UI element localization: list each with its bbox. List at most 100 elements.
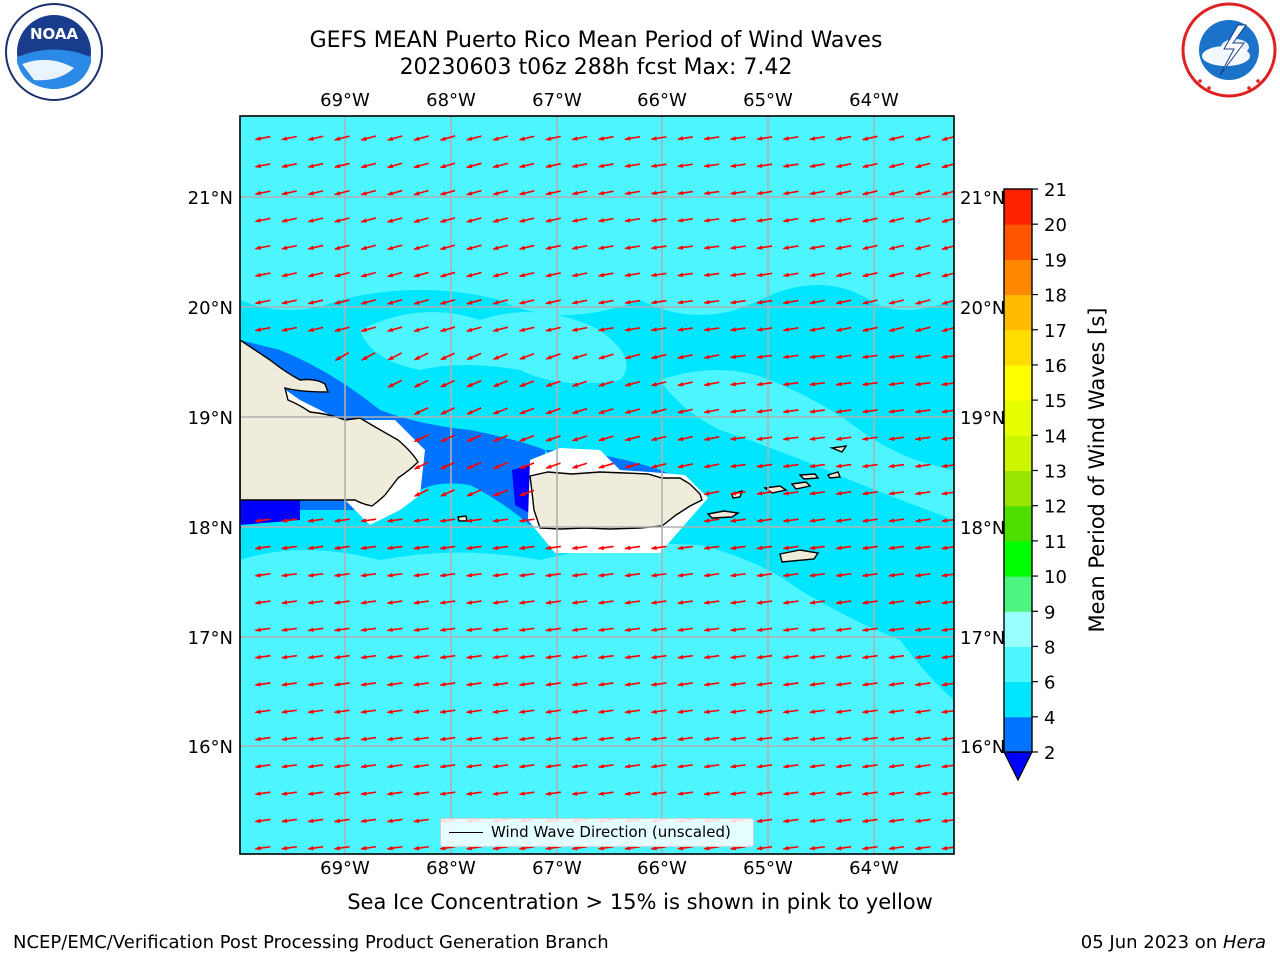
wave-arrow <box>782 436 799 441</box>
wave-arrow <box>254 791 271 796</box>
wave-arrow <box>650 408 667 414</box>
wave-arrow <box>888 545 905 551</box>
wave-arrow <box>360 709 377 714</box>
wave-arrow <box>360 572 377 578</box>
wave-arrow <box>782 627 799 632</box>
wave-arrow <box>518 736 535 742</box>
wave-arrow <box>808 845 825 851</box>
colorbar-tick-label: 12 <box>1044 497 1067 518</box>
wave-arrow <box>492 299 509 305</box>
wave-arrow <box>676 654 693 660</box>
wave-arrow <box>386 217 403 223</box>
wave-arrow <box>413 352 429 361</box>
wave-arrow <box>861 845 878 851</box>
wave-arrow <box>492 709 509 714</box>
wave-arrow <box>756 709 773 714</box>
wave-arrow <box>571 299 588 305</box>
wave-arrow <box>703 518 720 523</box>
wave-arrow <box>333 545 350 551</box>
wave-arrow <box>360 135 377 141</box>
colorbar-tick-label: 2 <box>1044 743 1055 764</box>
wave-arrow <box>439 545 456 551</box>
wave-arrow <box>808 736 825 742</box>
wave-arrow <box>281 244 297 250</box>
wave-arrow <box>624 299 641 305</box>
wave-arrow <box>492 764 509 769</box>
wave-arrow <box>624 627 641 632</box>
wave-arrow <box>835 545 852 551</box>
wave-arrow <box>597 791 614 796</box>
wave-arrow <box>466 135 482 141</box>
wave-arrow <box>597 245 614 250</box>
wave-arrow <box>412 736 429 742</box>
wave-arrow <box>597 600 614 605</box>
wave-arrow <box>413 271 429 278</box>
wave-arrow <box>412 600 429 605</box>
wave-arrow <box>624 572 641 578</box>
wave-arrow <box>808 463 825 469</box>
wave-arrow <box>360 627 377 632</box>
wave-arrow <box>650 791 667 796</box>
wave-arrow <box>756 545 773 551</box>
lon-label-top: 67°W <box>532 90 582 111</box>
lat-label-right: 20°N <box>960 298 1005 319</box>
wave-arrow <box>914 627 931 632</box>
wave-arrow <box>650 627 667 632</box>
wave-arrow <box>439 845 456 851</box>
wave-arrow <box>782 654 799 660</box>
wave-arrow <box>571 353 588 360</box>
wave-arrow <box>729 245 746 250</box>
wave-arrow <box>439 518 456 523</box>
wave-arrow <box>835 326 852 332</box>
wave-arrow <box>386 298 403 305</box>
wave-arrow <box>941 217 954 223</box>
wave-arrow <box>597 627 614 632</box>
wave-arrow <box>914 791 931 796</box>
wave-arrow <box>729 163 746 168</box>
wave-arrow <box>809 190 825 196</box>
wave-arrow <box>333 162 350 169</box>
wave-arrow <box>518 709 535 714</box>
wave-arrow <box>756 518 773 523</box>
wave-arrow <box>941 190 954 196</box>
wave-arrow <box>914 600 931 605</box>
wave-arrow <box>861 299 878 305</box>
wave-arrow <box>597 545 614 551</box>
wave-arrow <box>597 572 614 578</box>
wave-arrow <box>254 709 271 714</box>
wave-arrow <box>333 271 350 278</box>
wave-arrow <box>729 381 746 387</box>
wave-arrow <box>360 299 377 305</box>
wave-arrow <box>440 407 455 415</box>
wave-arrow <box>545 462 561 469</box>
wave-arrow <box>624 654 641 660</box>
colorbar-tick-label: 18 <box>1044 286 1067 307</box>
wave-arrow <box>386 572 403 578</box>
wave-arrow <box>703 163 720 168</box>
colorbar-tick-label: 9 <box>1044 602 1055 623</box>
wave-arrow <box>571 845 588 851</box>
wave-arrow <box>598 353 614 360</box>
wave-arrow <box>782 409 799 414</box>
wave-arrow <box>465 682 482 687</box>
virgin-islands-3 <box>798 473 820 480</box>
wave-arrow <box>333 244 350 250</box>
wave-arrow <box>808 409 825 414</box>
colorbar-swatch <box>1004 505 1032 542</box>
wave-arrow <box>703 845 720 851</box>
wave-arrow <box>466 244 482 250</box>
wave-arrow <box>782 463 799 469</box>
wave-arrow <box>624 600 641 605</box>
wave-arrow <box>861 409 878 414</box>
wave-arrow <box>940 572 954 578</box>
wave-arrow <box>650 245 667 250</box>
wave-arrow <box>835 764 852 769</box>
colorbar-swatch <box>1004 540 1032 577</box>
wave-arrow <box>254 217 271 223</box>
colorbar-swatch <box>1004 646 1032 683</box>
wave-arrow <box>571 244 588 250</box>
wave-arrow <box>650 353 667 360</box>
colorbar-tick-label: 14 <box>1044 426 1067 447</box>
wave-arrow <box>650 736 667 742</box>
wave-arrow <box>439 217 456 223</box>
